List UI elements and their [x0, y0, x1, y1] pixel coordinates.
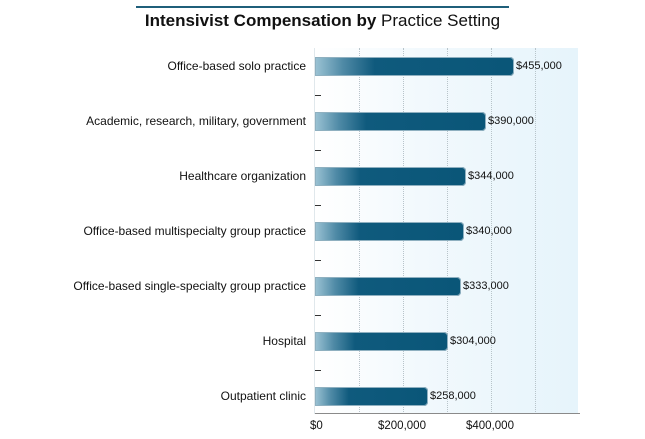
gridline — [535, 48, 536, 414]
value-label: $455,000 — [516, 60, 562, 72]
bar — [315, 222, 464, 241]
y-tick — [315, 260, 321, 261]
x-tick-label: $400,000 — [466, 420, 514, 432]
bar — [315, 277, 461, 296]
gridline — [491, 48, 492, 414]
chart-title: Intensivist Compensation by Practice Set… — [136, 11, 509, 31]
category-label: Healthcare organization — [179, 169, 306, 183]
y-tick — [315, 150, 321, 151]
category-label: Office-based single-specialty group prac… — [73, 279, 306, 293]
x-tick-label: $200,000 — [378, 420, 426, 432]
chart-title-regular: Practice Setting — [381, 11, 501, 30]
category-label: Outpatient clinic — [220, 389, 306, 403]
value-label: $344,000 — [468, 170, 514, 182]
bar — [315, 112, 486, 131]
value-label: $258,000 — [430, 390, 476, 402]
y-tick — [315, 370, 321, 371]
value-label: $340,000 — [466, 225, 512, 237]
bar — [315, 57, 514, 76]
x-tick-label: $0 — [310, 420, 323, 432]
y-tick — [315, 315, 321, 316]
category-label: Office-based multispecialty group practi… — [83, 224, 306, 238]
bar — [315, 167, 466, 186]
x-axis — [315, 413, 580, 414]
category-label: Academic, research, military, government — [86, 114, 306, 128]
category-label: Hospital — [262, 334, 306, 348]
y-tick — [315, 95, 321, 96]
bar — [315, 332, 448, 351]
title-rule — [136, 6, 509, 8]
bar — [315, 387, 428, 406]
chart-title-bold: Intensivist Compensation by — [144, 11, 377, 30]
value-label: $390,000 — [488, 115, 534, 127]
value-label: $304,000 — [450, 335, 496, 347]
value-label: $333,000 — [463, 280, 509, 292]
category-label: Office-based solo practice — [167, 59, 306, 73]
y-axis — [314, 48, 315, 414]
y-tick — [315, 205, 321, 206]
